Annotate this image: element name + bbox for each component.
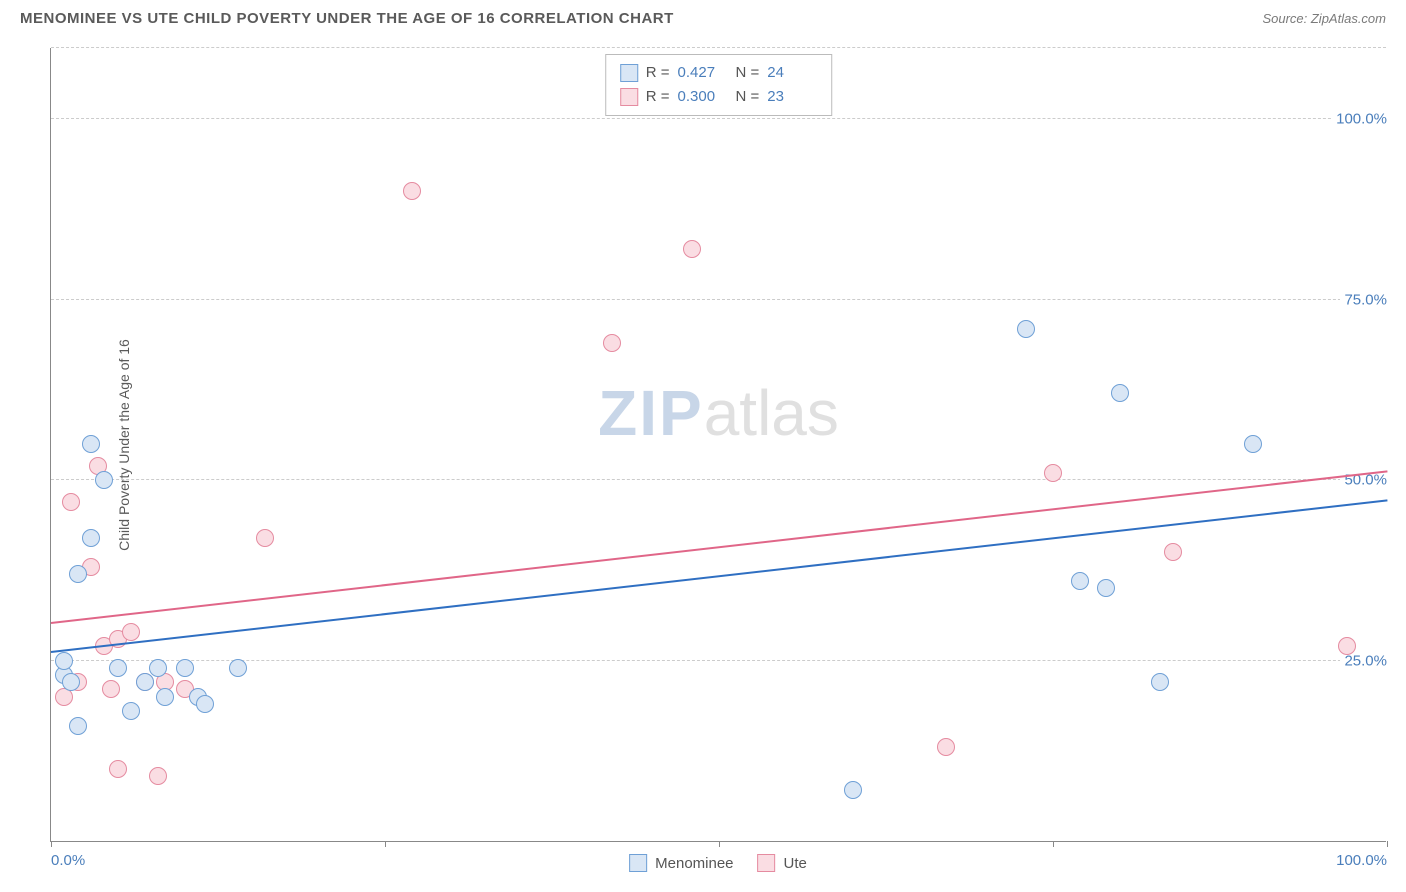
data-point-menominee <box>1071 572 1089 590</box>
gridline <box>51 299 1386 300</box>
chart-header: MENOMINEE VS UTE CHILD POVERTY UNDER THE… <box>0 0 1406 35</box>
gridline <box>51 479 1386 480</box>
gridline <box>51 118 1386 119</box>
r-value-1: 0.427 <box>678 61 728 85</box>
x-tick-mark <box>719 841 720 847</box>
source-citation: Source: ZipAtlas.com <box>1262 11 1386 26</box>
r-label-1: R = <box>646 61 670 85</box>
data-point-menominee <box>122 702 140 720</box>
watermark-zip: ZIP <box>598 377 704 449</box>
x-tick-mark <box>385 841 386 847</box>
y-tick-label: 100.0% <box>1332 111 1391 128</box>
x-tick-mark <box>1387 841 1388 847</box>
swatch-menominee <box>620 64 638 82</box>
n-label-1: N = <box>736 61 760 85</box>
gridline <box>51 47 1386 48</box>
data-point-ute <box>109 760 127 778</box>
data-point-ute <box>1044 464 1062 482</box>
data-point-menominee <box>844 781 862 799</box>
n-label-2: N = <box>736 85 760 109</box>
plot-area: ZIPatlas R = 0.427 N = 24 R = 0.300 N = … <box>50 48 1386 842</box>
data-point-menominee <box>229 659 247 677</box>
data-point-menominee <box>136 673 154 691</box>
data-point-menominee <box>69 565 87 583</box>
data-point-menominee <box>55 652 73 670</box>
r-label-2: R = <box>646 85 670 109</box>
source-prefix: Source: <box>1262 11 1310 26</box>
watermark: ZIPatlas <box>598 376 839 450</box>
data-point-menominee <box>196 695 214 713</box>
data-point-menominee <box>69 717 87 735</box>
data-point-ute <box>1338 637 1356 655</box>
data-point-menominee <box>1097 579 1115 597</box>
data-point-ute <box>403 182 421 200</box>
data-point-ute <box>62 493 80 511</box>
data-point-menominee <box>1017 320 1035 338</box>
x-tick-mark <box>51 841 52 847</box>
x-tick-label: 0.0% <box>51 852 85 869</box>
data-point-ute <box>937 738 955 756</box>
watermark-atlas: atlas <box>704 377 839 449</box>
n-value-1: 24 <box>767 61 817 85</box>
data-point-ute <box>603 334 621 352</box>
data-point-ute <box>1164 543 1182 561</box>
y-tick-label: 75.0% <box>1340 291 1391 308</box>
data-point-menominee <box>156 688 174 706</box>
trend-line <box>51 500 1387 654</box>
data-point-ute <box>683 240 701 258</box>
data-point-ute <box>102 680 120 698</box>
legend-stats-row-2: R = 0.300 N = 23 <box>620 85 818 109</box>
r-value-2: 0.300 <box>678 85 728 109</box>
gridline <box>51 660 1386 661</box>
data-point-menominee <box>176 659 194 677</box>
data-point-menominee <box>82 529 100 547</box>
data-point-ute <box>149 767 167 785</box>
swatch-ute <box>620 88 638 106</box>
legend-label-ute: Ute <box>784 855 807 872</box>
chart-container: Child Poverty Under the Age of 16 ZIPatl… <box>50 48 1386 842</box>
legend-stats-row-1: R = 0.427 N = 24 <box>620 61 818 85</box>
source-name: ZipAtlas.com <box>1311 11 1386 26</box>
data-point-menominee <box>95 471 113 489</box>
data-point-ute <box>122 623 140 641</box>
legend-label-menominee: Menominee <box>655 855 733 872</box>
data-point-menominee <box>1111 384 1129 402</box>
data-point-menominee <box>1151 673 1169 691</box>
data-point-menominee <box>109 659 127 677</box>
legend-series: Menominee Ute <box>629 854 807 872</box>
data-point-menominee <box>82 435 100 453</box>
data-point-menominee <box>62 673 80 691</box>
trend-line <box>51 471 1387 625</box>
data-point-menominee <box>149 659 167 677</box>
chart-title: MENOMINEE VS UTE CHILD POVERTY UNDER THE… <box>20 10 674 27</box>
data-point-menominee <box>1244 435 1262 453</box>
legend-stats: R = 0.427 N = 24 R = 0.300 N = 23 <box>605 54 833 116</box>
data-point-ute <box>256 529 274 547</box>
swatch-ute-2 <box>758 854 776 872</box>
x-tick-label: 100.0% <box>1336 852 1387 869</box>
n-value-2: 23 <box>767 85 817 109</box>
legend-item-ute: Ute <box>758 854 807 872</box>
legend-item-menominee: Menominee <box>629 854 733 872</box>
x-tick-mark <box>1053 841 1054 847</box>
swatch-menominee-2 <box>629 854 647 872</box>
